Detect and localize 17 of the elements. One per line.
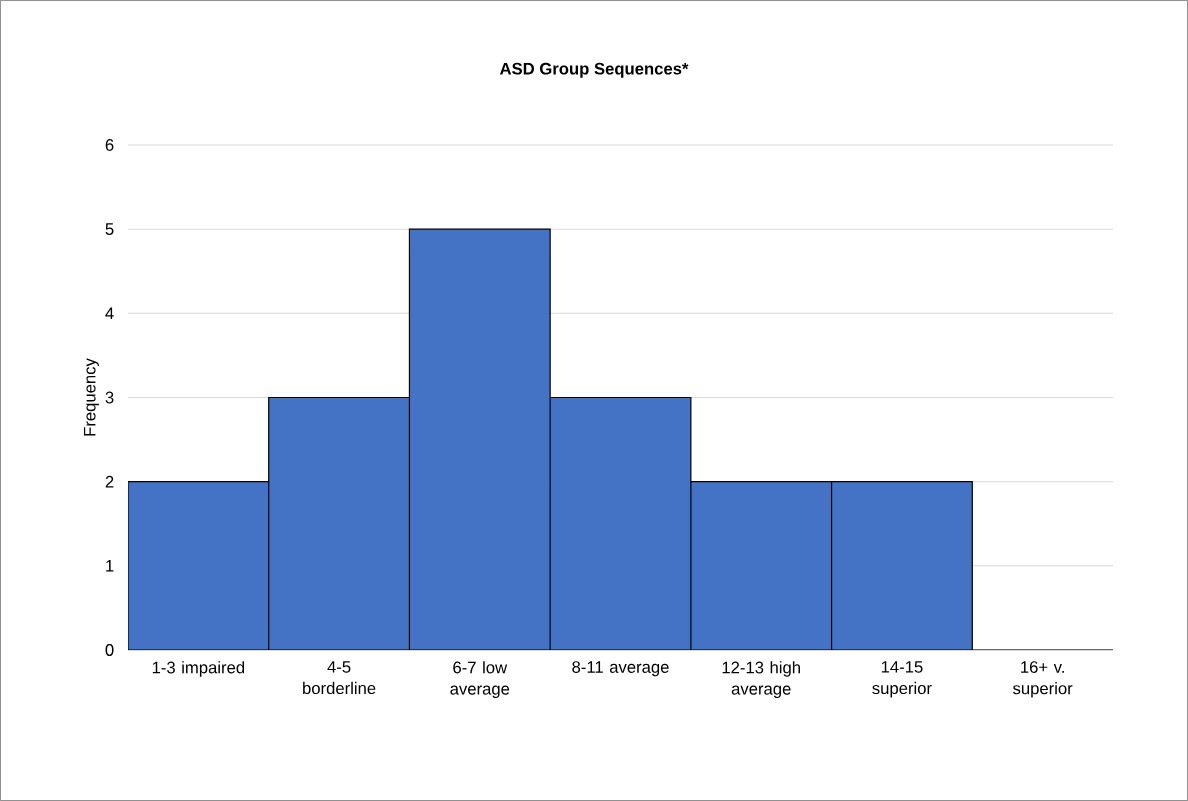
- bar: [549, 396, 692, 650]
- y-tick-label: 1: [106, 560, 114, 572]
- y-tick-label: 0: [105, 644, 114, 656]
- chart-title: ASD Group Sequences*: [499, 62, 689, 78]
- x-tick-label: 12-13 high average: [722, 661, 800, 699]
- y-tick-label: 6: [105, 139, 114, 151]
- x-tick-label: 4-5 borderline: [303, 661, 376, 695]
- y-tick-label: 4: [105, 307, 114, 320]
- y-axis-title: Frequency: [83, 358, 99, 436]
- x-tick-label: 6-7 low average: [450, 661, 510, 699]
- x-tick-label: 16+ v. superior: [1013, 661, 1073, 698]
- y-tick-label: 2: [105, 475, 114, 488]
- x-tick-label: 8-11 average: [572, 661, 669, 677]
- y-tick-label: 3: [105, 391, 114, 404]
- x-tick-label: 1-3 impaired: [152, 661, 245, 677]
- x-tick-label: 14-15 superior: [872, 661, 932, 698]
- y-tick-label: 5: [105, 223, 114, 235]
